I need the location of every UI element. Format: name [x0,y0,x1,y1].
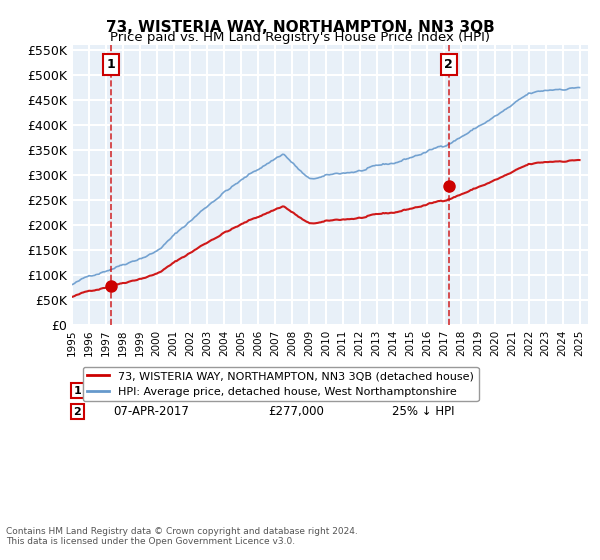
Text: £76,950: £76,950 [268,384,317,397]
Text: Price paid vs. HM Land Registry's House Price Index (HPI): Price paid vs. HM Land Registry's House … [110,31,490,44]
Text: 07-APR-2017: 07-APR-2017 [113,405,189,418]
Text: 1: 1 [107,58,115,71]
Text: 25% ↓ HPI: 25% ↓ HPI [392,405,454,418]
Text: 2: 2 [73,407,81,417]
Legend: 73, WISTERIA WAY, NORTHAMPTON, NN3 3QB (detached house), HPI: Average price, det: 73, WISTERIA WAY, NORTHAMPTON, NN3 3QB (… [83,367,479,401]
Text: 2: 2 [445,58,453,71]
Text: 20% ↓ HPI: 20% ↓ HPI [392,384,454,397]
Text: 73, WISTERIA WAY, NORTHAMPTON, NN3 3QB: 73, WISTERIA WAY, NORTHAMPTON, NN3 3QB [106,20,494,35]
Text: Contains HM Land Registry data © Crown copyright and database right 2024.
This d: Contains HM Land Registry data © Crown c… [6,526,358,546]
Text: 25-APR-1997: 25-APR-1997 [113,384,189,397]
Text: £277,000: £277,000 [268,405,324,418]
Text: 1: 1 [73,386,81,395]
